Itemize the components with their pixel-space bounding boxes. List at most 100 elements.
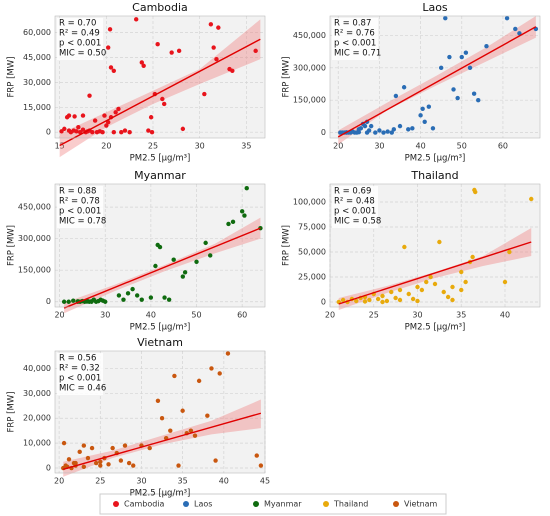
x-tick-label: 30 <box>195 142 205 151</box>
data-point <box>517 31 522 36</box>
data-point <box>380 299 385 305</box>
annotation-box <box>57 18 103 60</box>
x-tick-label: 40 <box>146 311 156 320</box>
annotation: p < 0.001 <box>59 39 101 49</box>
data-point <box>410 126 415 131</box>
x-tick-label: 35 <box>178 477 188 486</box>
data-point <box>437 239 442 245</box>
y-tick-label: 20,000 <box>23 414 51 423</box>
plot-frame <box>54 15 266 139</box>
data-point <box>415 284 420 290</box>
y-tick-label: 25,000 <box>298 273 326 282</box>
data-point <box>66 128 72 133</box>
data-point <box>362 123 368 129</box>
x-tick-label: 20 <box>325 311 335 320</box>
data-point <box>148 295 154 300</box>
data-point <box>119 129 124 135</box>
data-point <box>476 98 481 103</box>
data-point <box>463 50 469 55</box>
data-point <box>66 457 72 462</box>
regression-line <box>338 241 532 305</box>
annotation-box <box>332 186 378 228</box>
data-point <box>171 257 176 262</box>
x-tick-label: 20 <box>333 142 343 151</box>
legend-label: Myanmar <box>264 500 302 509</box>
data-point <box>205 413 210 418</box>
data-point <box>160 96 165 102</box>
data-point <box>217 371 222 376</box>
data-point <box>420 106 425 112</box>
data-point <box>103 299 108 304</box>
data-point <box>471 91 477 96</box>
annotation-box <box>332 18 378 60</box>
data-point <box>172 373 177 379</box>
y-tick-label: 0 <box>46 128 51 137</box>
data-point <box>385 129 390 134</box>
data-point <box>81 464 87 469</box>
data-point <box>61 299 67 304</box>
data-point <box>230 219 236 225</box>
y-tick-label: 0 <box>321 128 326 137</box>
data-point <box>74 129 79 134</box>
data-point <box>127 129 132 135</box>
annotation: R² = 0.48 <box>334 197 375 207</box>
data-point <box>139 60 144 65</box>
data-point <box>159 416 165 421</box>
y-tick-label: 0 <box>46 464 51 473</box>
x-tick-label: 30 <box>136 477 146 486</box>
data-point <box>122 128 128 133</box>
data-point <box>356 129 362 135</box>
y-axis-label: FRP [MW] <box>7 57 17 98</box>
data-point <box>507 249 512 255</box>
x-tick-label: 30 <box>100 311 110 320</box>
data-point <box>406 127 411 132</box>
data-point <box>111 68 117 73</box>
legend-label: Cambodia <box>124 500 165 509</box>
legend-marker <box>393 501 399 507</box>
data-point <box>149 129 155 135</box>
annotation-box <box>57 186 103 228</box>
x-tick-label: 40 <box>500 311 510 320</box>
data-point <box>122 443 128 448</box>
data-point <box>93 460 99 466</box>
data-point <box>176 463 181 468</box>
data-point <box>196 378 202 384</box>
data-point <box>208 253 213 258</box>
y-tick-label: 0 <box>321 298 326 307</box>
annotation: R² = 0.32 <box>59 364 100 374</box>
x-tick-label: 60 <box>498 142 508 151</box>
y-tick-label: 60,000 <box>23 28 51 37</box>
data-point <box>254 453 259 458</box>
data-point <box>203 240 208 246</box>
annotation: R = 0.70 <box>59 19 96 29</box>
x-tick-label: 35 <box>456 311 466 320</box>
data-point <box>377 128 382 133</box>
data-point <box>397 287 403 293</box>
plot-frame <box>54 183 266 308</box>
data-point <box>62 126 67 132</box>
data-point <box>354 298 359 304</box>
x-axis-label: PM2.5 [μg/m³] <box>130 154 191 164</box>
data-point <box>147 445 152 451</box>
data-point <box>366 128 372 133</box>
data-point <box>239 209 245 214</box>
data-point <box>188 428 194 433</box>
data-point <box>80 113 86 118</box>
data-point <box>107 27 113 32</box>
y-tick-label: 300,000 <box>18 234 51 243</box>
data-point <box>432 281 438 287</box>
data-point <box>111 129 117 135</box>
data-point <box>155 42 160 47</box>
plot-frame <box>329 183 541 308</box>
data-point <box>134 293 140 298</box>
x-tick-label: 40 <box>415 142 425 151</box>
annotation: R = 0.56 <box>59 354 96 364</box>
data-point <box>368 123 374 129</box>
data-point <box>230 68 235 73</box>
data-point <box>169 50 174 55</box>
data-point <box>71 298 76 303</box>
panel-title: Thailand <box>410 169 458 182</box>
confidence-band <box>64 217 261 314</box>
data-point <box>77 449 82 455</box>
legend-marker <box>323 501 329 507</box>
